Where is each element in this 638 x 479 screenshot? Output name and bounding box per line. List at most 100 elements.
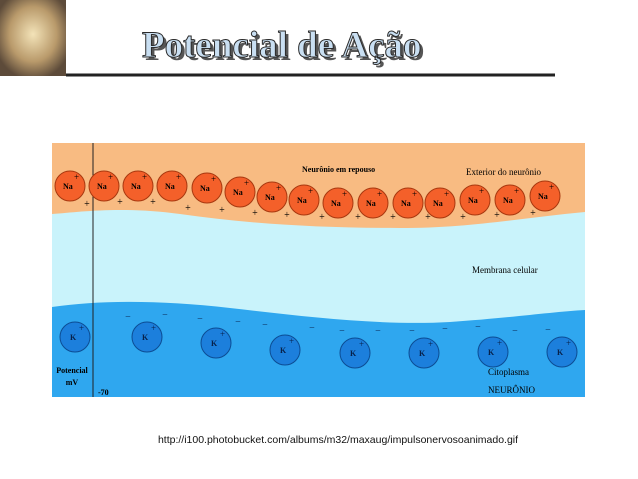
- sodium-label: Na: [63, 182, 73, 191]
- inside-charge: −: [375, 326, 381, 337]
- ion-charge: +: [289, 336, 294, 346]
- ion-charge: +: [428, 339, 433, 349]
- ion-charge: +: [566, 338, 571, 348]
- sodium-ion: [357, 187, 389, 219]
- outside-charge: +: [185, 203, 191, 214]
- potassium-label: K: [211, 339, 218, 348]
- membrane-label: Membrana celular: [472, 265, 538, 275]
- outside-charge: +: [117, 197, 123, 208]
- sodium-label: Na: [265, 193, 275, 202]
- potassium-ion: [131, 321, 163, 353]
- state-label: Neurônio em repouso: [302, 165, 375, 174]
- sodium-ion: [256, 181, 288, 213]
- inside-charge: −: [545, 325, 551, 336]
- ion-charge: +: [79, 323, 84, 333]
- potential-label: Potencial: [56, 366, 88, 375]
- sodium-ion: [529, 180, 561, 212]
- sodium-ion: [191, 172, 223, 204]
- potassium-label: K: [350, 349, 357, 358]
- inside-charge: −: [162, 310, 168, 321]
- inside-charge: −: [475, 322, 481, 333]
- potassium-label: K: [280, 346, 287, 355]
- sodium-ion: [224, 176, 256, 208]
- ion-charge: +: [151, 323, 156, 333]
- ion-charge: +: [497, 338, 502, 348]
- sodium-ion: [459, 184, 491, 216]
- sodium-label: Na: [401, 199, 411, 208]
- outside-charge: +: [425, 212, 431, 223]
- inside-charge: −: [262, 320, 268, 331]
- outside-charge: +: [252, 208, 258, 219]
- title: Potencial de Ação: [142, 25, 422, 66]
- cytoplasm-label: Citoplasma: [488, 367, 529, 377]
- sodium-label: Na: [503, 196, 513, 205]
- outside-charge: +: [319, 212, 325, 223]
- sodium-label: Na: [366, 199, 376, 208]
- source-caption: http://i100.photobucket.com/albums/m32/m…: [158, 434, 518, 446]
- cytoplasm-region: [52, 301, 585, 397]
- sodium-ion: [322, 187, 354, 219]
- sodium-label: Na: [331, 199, 341, 208]
- sodium-label: Na: [97, 182, 107, 191]
- ion-charge: +: [220, 329, 225, 339]
- potassium-ion: [477, 336, 509, 368]
- inside-charge: −: [409, 326, 415, 337]
- sodium-ion: [156, 170, 188, 202]
- outside-charge: +: [494, 210, 500, 221]
- inside-charge: −: [339, 326, 345, 337]
- sodium-ion: [288, 184, 320, 216]
- potassium-ion: [408, 337, 440, 369]
- potassium-ion: [200, 327, 232, 359]
- sodium-ion: [54, 170, 86, 202]
- sodium-label: Na: [233, 188, 243, 197]
- outside-charge: +: [355, 212, 361, 223]
- sodium-label: Na: [131, 182, 141, 191]
- potassium-label: K: [419, 349, 426, 358]
- ion-charge: +: [549, 182, 554, 192]
- inside-charge: −: [512, 326, 518, 337]
- sodium-label: Na: [433, 199, 443, 208]
- ion-charge: +: [142, 172, 147, 182]
- ion-charge: +: [74, 172, 79, 182]
- sodium-ion: [122, 170, 154, 202]
- ion-charge: +: [108, 172, 113, 182]
- sodium-label: Na: [165, 182, 175, 191]
- inside-charge: −: [235, 317, 241, 328]
- outside-charge: +: [284, 210, 290, 221]
- potential-value: -70: [98, 388, 109, 397]
- ion-charge: +: [276, 183, 281, 193]
- inside-charge: −: [197, 314, 203, 325]
- ion-charge: +: [211, 174, 216, 184]
- outside-charge: +: [530, 208, 536, 219]
- sodium-label: Na: [297, 196, 307, 205]
- ion-charge: +: [359, 339, 364, 349]
- outside-charge: +: [460, 212, 466, 223]
- ion-charge: +: [176, 172, 181, 182]
- potassium-ion: [269, 334, 301, 366]
- inside-charge: −: [125, 312, 131, 323]
- ion-charge: +: [412, 189, 417, 199]
- sodium-label: Na: [468, 196, 478, 205]
- outside-charge: +: [84, 199, 90, 210]
- potential-unit: mV: [66, 378, 79, 387]
- neuron-diagram: Neurônio em repouso Exterior do neurônio…: [52, 143, 585, 397]
- exterior-label: Exterior do neurônio: [466, 167, 541, 177]
- potassium-ion: [339, 337, 371, 369]
- outside-charge: +: [219, 205, 225, 216]
- ion-charge: +: [308, 186, 313, 196]
- potassium-label: K: [70, 333, 77, 342]
- sodium-label: Na: [538, 192, 548, 201]
- potassium-label: K: [488, 348, 495, 357]
- inside-charge: −: [442, 324, 448, 335]
- outside-charge: +: [390, 212, 396, 223]
- ion-charge: +: [479, 186, 484, 196]
- ion-charge: +: [244, 178, 249, 188]
- sodium-ion: [494, 184, 526, 216]
- inside-charge: −: [309, 323, 315, 334]
- title-shadow: Potencial de Ação: [145, 28, 425, 69]
- logo-image: [0, 0, 66, 76]
- ion-charge: +: [377, 189, 382, 199]
- neuron-label: NEURÔNIO: [488, 385, 535, 395]
- outside-charge: +: [150, 197, 156, 208]
